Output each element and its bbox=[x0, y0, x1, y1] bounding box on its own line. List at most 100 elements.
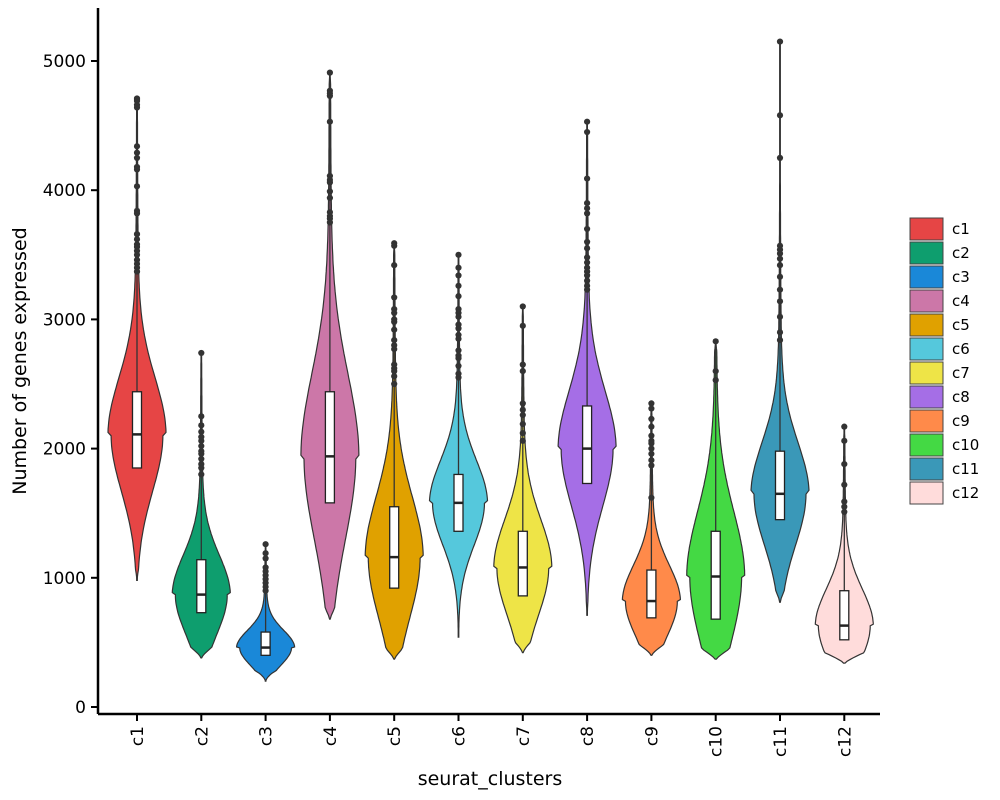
outlier-point bbox=[455, 335, 462, 342]
outlier-point bbox=[584, 238, 591, 245]
x-tick-label: c4 bbox=[321, 726, 341, 746]
outlier-point bbox=[455, 264, 462, 271]
legend: c1 c2 c3 c4 c5 c6 c7 c8 c9 c10 c11 c12 bbox=[909, 217, 979, 505]
outlier-point bbox=[455, 272, 462, 279]
x-tick-label: c7 bbox=[514, 726, 534, 746]
legend-label: c9 bbox=[952, 412, 970, 430]
outlier-point bbox=[648, 440, 655, 447]
outlier-point bbox=[326, 194, 333, 202]
outlier-point bbox=[198, 413, 205, 420]
outlier-point bbox=[841, 498, 848, 505]
outlier-point bbox=[262, 555, 269, 562]
legend-label: c1 bbox=[952, 220, 970, 238]
outlier-point bbox=[648, 405, 655, 412]
legend-label: c7 bbox=[952, 364, 970, 382]
outlier-point bbox=[133, 183, 141, 190]
violin-c7 bbox=[493, 303, 553, 654]
box bbox=[581, 405, 593, 485]
outlier-point bbox=[198, 442, 205, 450]
outlier-point bbox=[262, 541, 269, 548]
outlier-point bbox=[391, 346, 398, 353]
outlier-point bbox=[391, 336, 398, 344]
outlier-point bbox=[584, 210, 591, 217]
outlier-point bbox=[841, 461, 848, 468]
legend-label: c5 bbox=[952, 316, 970, 334]
outlier-point bbox=[133, 104, 141, 111]
outlier-point bbox=[133, 231, 141, 238]
outlier-point bbox=[584, 205, 591, 212]
outlier-point bbox=[198, 349, 205, 357]
outlier-point bbox=[776, 313, 784, 320]
legend-item-c11: c11 bbox=[909, 457, 979, 481]
legend-item-c10: c10 bbox=[909, 433, 979, 457]
outlier-point bbox=[519, 437, 526, 444]
outlier-point bbox=[326, 118, 333, 125]
outlier-point bbox=[648, 432, 655, 439]
legend-swatch bbox=[909, 337, 944, 361]
outlier-point bbox=[712, 377, 719, 384]
legend-label: c6 bbox=[952, 340, 970, 358]
legend-swatch bbox=[909, 313, 944, 337]
x-axis-title: seurat_clusters bbox=[418, 768, 563, 790]
outlier-point bbox=[391, 309, 398, 317]
outlier-point bbox=[584, 245, 591, 252]
y-axis: 0 1000 2000 3000 4000 5000 bbox=[43, 8, 100, 718]
violin-c10 bbox=[686, 338, 746, 660]
legend-swatch bbox=[909, 265, 944, 289]
outlier-point bbox=[133, 154, 141, 161]
outlier-point bbox=[776, 112, 784, 119]
outlier-point bbox=[648, 445, 655, 452]
x-tick-label: c6 bbox=[450, 726, 470, 746]
x-tick-label: c10 bbox=[707, 726, 727, 757]
outlier-point bbox=[584, 277, 591, 284]
outlier-point bbox=[455, 293, 462, 300]
outlier-point bbox=[519, 411, 526, 419]
outlier-point bbox=[776, 336, 784, 344]
outlier-point bbox=[133, 149, 141, 156]
legend-swatch bbox=[909, 241, 944, 265]
x-tick-label: c9 bbox=[642, 726, 662, 746]
outlier-point bbox=[198, 455, 205, 463]
legend-swatch bbox=[909, 361, 944, 385]
outlier-point bbox=[133, 251, 141, 258]
legend-label: c4 bbox=[952, 292, 970, 310]
legend-label: c11 bbox=[952, 460, 979, 478]
outlier-point bbox=[198, 422, 205, 429]
legend-swatch bbox=[909, 289, 944, 313]
legend-item-c7: c7 bbox=[909, 361, 970, 385]
outlier-point bbox=[648, 494, 655, 501]
outlier-point bbox=[776, 298, 784, 305]
legend-swatch bbox=[909, 457, 944, 481]
x-tick-label: c2 bbox=[192, 726, 212, 746]
legend-label: c3 bbox=[952, 268, 970, 286]
legend-item-c12: c12 bbox=[909, 481, 979, 505]
outlier-point bbox=[584, 286, 591, 293]
box bbox=[774, 450, 786, 521]
outlier-point bbox=[841, 437, 848, 444]
legend-label: c8 bbox=[952, 388, 970, 406]
x-tick-label: c5 bbox=[385, 726, 405, 746]
y-tick-label: 1000 bbox=[43, 569, 86, 589]
violin-c2 bbox=[171, 349, 231, 659]
outlier-point bbox=[455, 313, 462, 320]
box bbox=[839, 590, 850, 641]
box bbox=[389, 506, 400, 589]
outlier-point bbox=[391, 367, 398, 375]
outlier-point bbox=[519, 361, 526, 368]
outlier-point bbox=[584, 254, 591, 261]
outlier-point bbox=[326, 69, 333, 76]
violin-c11 bbox=[750, 38, 810, 603]
y-tick-label: 4000 bbox=[43, 181, 86, 201]
outlier-point bbox=[648, 400, 655, 407]
outlier-point bbox=[262, 550, 269, 557]
box bbox=[131, 391, 143, 469]
outlier-point bbox=[455, 282, 462, 289]
outlier-point bbox=[391, 242, 398, 249]
outlier-point bbox=[648, 462, 655, 469]
outlier-point bbox=[841, 481, 848, 488]
box bbox=[646, 569, 657, 619]
legend-item-c9: c9 bbox=[909, 409, 970, 433]
box bbox=[196, 559, 207, 614]
violin-c5 bbox=[364, 240, 424, 660]
outlier-point bbox=[776, 154, 784, 161]
